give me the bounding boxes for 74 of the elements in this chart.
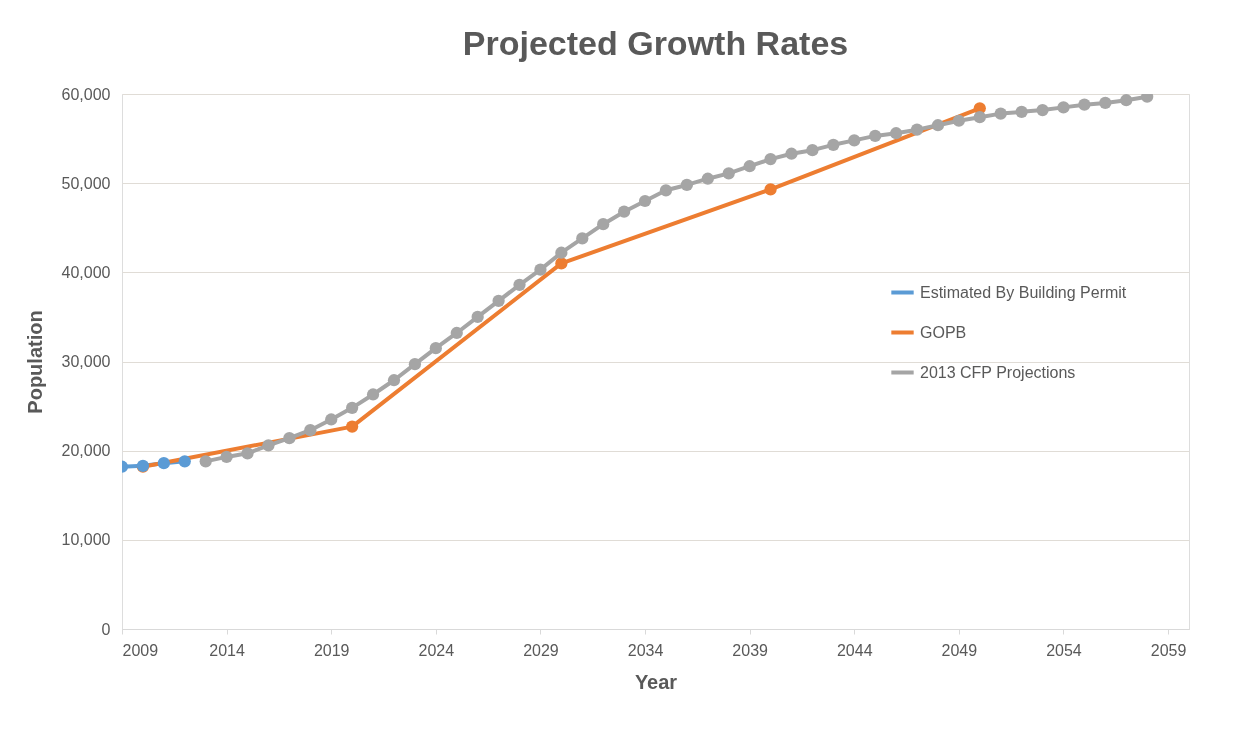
point — [973, 111, 986, 124]
point — [1099, 96, 1112, 110]
x-tick-label: 2014 — [209, 641, 246, 659]
point — [450, 326, 463, 340]
y-tick-label: 10,000 — [61, 531, 111, 549]
x-tick-label: 2054 — [1046, 641, 1082, 659]
x-axis-title: Year — [634, 670, 678, 693]
chart-title: Projected Growth Rates — [462, 24, 849, 62]
point — [157, 457, 170, 470]
point — [764, 183, 777, 196]
point — [408, 358, 422, 371]
y-tick-label: 20,000 — [61, 442, 111, 460]
point — [576, 232, 589, 245]
point — [241, 447, 254, 460]
point — [597, 218, 610, 231]
point — [283, 432, 296, 445]
point — [178, 455, 191, 468]
point — [659, 184, 673, 197]
point — [1036, 103, 1049, 117]
point — [555, 246, 568, 259]
point — [534, 263, 547, 276]
point — [1057, 101, 1070, 114]
point — [346, 401, 359, 414]
point — [220, 450, 233, 464]
point — [680, 178, 694, 192]
point — [555, 257, 568, 270]
point — [366, 388, 380, 401]
point — [764, 152, 777, 166]
legend-label: 2013 CFP Projections — [920, 363, 1076, 381]
point — [387, 374, 401, 387]
legend-label: GOPB — [920, 323, 967, 341]
point — [722, 167, 735, 180]
x-tick-label: 2009 — [122, 641, 159, 659]
x-tick-label: 2049 — [941, 641, 978, 659]
point — [471, 310, 484, 324]
point — [513, 278, 526, 291]
point — [262, 439, 275, 452]
y-tick-label: 0 — [101, 620, 111, 638]
point — [931, 119, 945, 132]
point — [743, 160, 756, 173]
y-tick-label: 50,000 — [61, 174, 111, 192]
point — [492, 294, 505, 307]
point — [827, 138, 840, 151]
point — [869, 129, 882, 143]
x-tick-label: 2039 — [732, 641, 769, 659]
point — [994, 107, 1007, 120]
x-tick-label: 2034 — [627, 641, 664, 659]
point — [1120, 94, 1133, 107]
x-tick-label: 2019 — [313, 641, 350, 659]
y-axis-title: Population — [23, 310, 46, 414]
point — [346, 420, 359, 433]
point — [638, 194, 652, 208]
point — [1015, 105, 1028, 118]
point — [889, 127, 903, 140]
legend-label: Estimated By Building Permit — [920, 283, 1127, 301]
point — [325, 413, 338, 426]
point — [199, 455, 212, 468]
point — [304, 424, 317, 437]
x-tick-label: 2044 — [836, 641, 873, 659]
x-tick-label: 2029 — [523, 641, 559, 659]
point — [910, 123, 924, 136]
point — [701, 172, 714, 185]
point — [617, 205, 631, 218]
point — [848, 134, 861, 147]
point — [785, 147, 798, 160]
x-tick-label: 2059 — [1150, 641, 1187, 659]
y-tick-label: 40,000 — [61, 263, 111, 281]
point — [952, 114, 965, 127]
y-tick-label: 30,000 — [61, 353, 111, 370]
x-tick-label: 2024 — [418, 641, 455, 659]
y-tick-label: 60,000 — [61, 85, 111, 103]
point — [429, 342, 442, 355]
point — [1078, 98, 1091, 111]
point — [806, 144, 819, 157]
